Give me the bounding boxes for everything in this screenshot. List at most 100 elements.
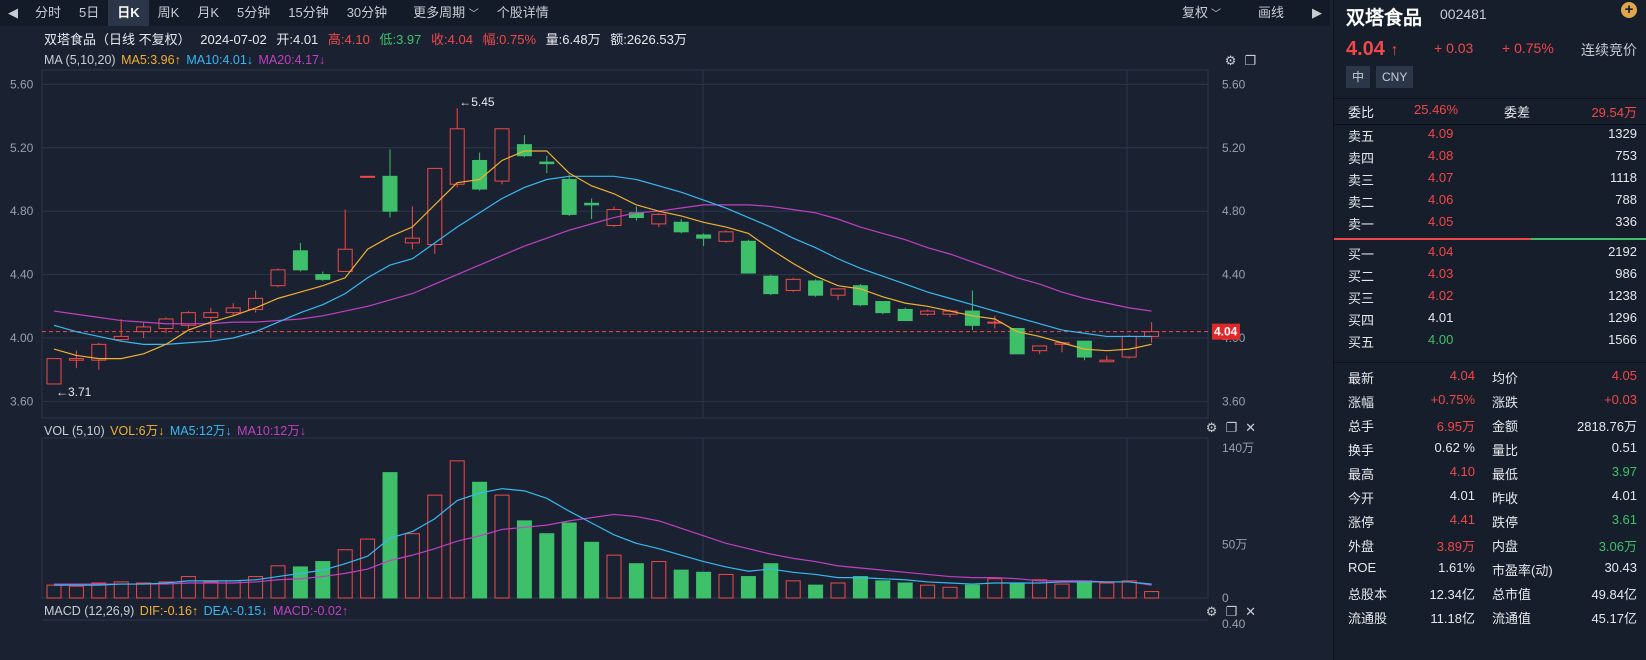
volume-bar: [942, 586, 958, 599]
stats-row: 流通股 11.18亿 流通值 45.17亿: [1334, 608, 1646, 630]
candle-body: [785, 278, 801, 291]
period-tab[interactable]: 5日: [79, 5, 100, 20]
stat-value: 4.01: [1449, 488, 1475, 503]
bid-level: 买二: [1348, 269, 1375, 284]
ask-price: 4.08: [1428, 148, 1454, 163]
settings-sliders-icon[interactable]: ⚙: [1224, 53, 1237, 68]
close-icon[interactable]: ✕: [1245, 604, 1256, 619]
stat-value: 4.41: [1449, 512, 1475, 527]
next-arrow-icon[interactable]: ▶: [1312, 5, 1322, 20]
candle-body: [404, 237, 420, 244]
period-tab[interactable]: 5分钟: [236, 5, 271, 20]
ask-row[interactable]: 卖一 4.05 336: [1334, 214, 1646, 236]
ask-level: 卖二: [1348, 195, 1375, 210]
stat-value: 3.89万: [1436, 539, 1475, 554]
volume-bar: [91, 582, 107, 599]
ask-price: 4.09: [1428, 126, 1454, 141]
add-watchlist-icon[interactable]: +: [1621, 2, 1637, 18]
candle-body: [1054, 342, 1070, 345]
volume-bar: [427, 494, 443, 599]
candle-body: [292, 250, 308, 271]
prev-arrow-icon[interactable]: ◀: [8, 5, 18, 20]
copy-icon[interactable]: ❐: [1225, 604, 1238, 619]
ask-level: 卖三: [1348, 173, 1375, 188]
candle-body: [136, 326, 152, 333]
weicha-value: 29.54万: [1591, 105, 1637, 120]
candle-body: [808, 280, 824, 296]
stat-label: 流通股: [1348, 611, 1388, 626]
candle-body: [360, 175, 376, 178]
price-tick-left: 3.60: [10, 394, 34, 408]
price-tick-right: 5.60: [1222, 77, 1246, 91]
settings-sliders-icon[interactable]: ⚙: [1205, 420, 1218, 435]
candle-body: [539, 161, 555, 165]
bid-row[interactable]: 买三 4.02 1238: [1334, 288, 1646, 310]
candle-body: [91, 343, 107, 361]
period-tab[interactable]: 分时: [35, 5, 62, 20]
restore-right-button[interactable]: 复权 ﹀: [1173, 0, 1249, 26]
weibi-label: 委比: [1348, 105, 1375, 120]
ask-row[interactable]: 卖四 4.08 753: [1334, 148, 1646, 170]
amount-label: 额:2626.53万: [610, 32, 687, 47]
kline-chart-svg[interactable]: 5.60 5.60 5.20 5.20 4.80 4.80 4.40 4.40 4.00 4.00…: [0, 0, 1330, 660]
close-icon[interactable]: ✕: [1245, 420, 1256, 435]
candle-body: [673, 221, 689, 233]
stock-detail-button[interactable]: 个股详情: [496, 5, 549, 20]
period-tab[interactable]: 日K: [108, 0, 149, 26]
bid-row[interactable]: 买一 4.04 2192: [1334, 244, 1646, 266]
chart-area[interactable]: ◀ 分时 5日 日K 周K 月K 5分钟 15分钟 30分钟 更多周期 ﹀ 个股详情 复权 ﹀ …: [0, 0, 1330, 660]
stat-value: 0.62 %: [1434, 440, 1475, 455]
bid-volume: 1566: [1608, 332, 1637, 347]
price-tick-left: 5.60: [10, 77, 34, 91]
period-tab[interactable]: 月K: [197, 5, 219, 20]
volume-bar: [46, 584, 62, 599]
bid-volume: 1296: [1608, 310, 1637, 325]
settings-sliders-icon[interactable]: ⚙: [1205, 604, 1218, 619]
stat-label: 最低: [1492, 467, 1519, 482]
bid-row[interactable]: 买五 4.00 1566: [1334, 332, 1646, 354]
candle-body: [942, 310, 958, 315]
bid-level: 买一: [1348, 247, 1375, 262]
copy-icon[interactable]: ❐: [1225, 420, 1238, 435]
bid-volume: 1238: [1608, 288, 1637, 303]
bid-price: 4.03: [1428, 266, 1454, 281]
candle-body: [248, 297, 264, 310]
stat-value: +0.03: [1604, 392, 1637, 407]
candle-body: [718, 231, 734, 242]
volume-bar: [1144, 591, 1160, 599]
ask-row[interactable]: 卖五 4.09 1329: [1334, 126, 1646, 148]
vol-ma5-legend: MA5:12万↓: [169, 424, 232, 438]
stats-row: 最高 4.10 最低 3.97: [1334, 464, 1646, 486]
bid-level: 买五: [1348, 335, 1375, 350]
candle-body: [987, 321, 1003, 324]
stat-value: 1.61%: [1438, 560, 1475, 575]
stat-label: 流通值: [1492, 611, 1532, 626]
price-tick-left: 4.40: [10, 268, 34, 282]
volume-tick: 0: [1222, 591, 1229, 605]
volume-bar: [315, 561, 331, 599]
volume-bar: [808, 584, 824, 599]
weicha-label: 委差: [1504, 105, 1531, 120]
more-periods-button[interactable]: 更多周期 ﹀: [404, 0, 488, 26]
draw-line-button[interactable]: 画线: [1257, 5, 1284, 20]
ask-row[interactable]: 卖三 4.07 1118: [1334, 170, 1646, 192]
stock-code: 002481: [1440, 6, 1487, 22]
candle-body: [561, 179, 577, 215]
candle-body: [920, 310, 936, 315]
ask-row[interactable]: 卖二 4.06 788: [1334, 192, 1646, 214]
stat-value: 4.10: [1449, 464, 1475, 479]
macd-tools: ⚙ ❐ ✕: [1206, 604, 1256, 620]
bid-row[interactable]: 买二 4.03 986: [1334, 266, 1646, 288]
copy-icon[interactable]: ❐: [1244, 53, 1256, 68]
stat-value: 4.01: [1611, 488, 1637, 503]
candle-body: [382, 175, 398, 212]
period-tab[interactable]: 周K: [157, 5, 180, 20]
volume-bar: [561, 522, 577, 599]
candle-body: [68, 358, 84, 361]
candle-body: [852, 285, 868, 306]
stat-label: 金额: [1492, 419, 1519, 434]
bid-row[interactable]: 买四 4.01 1296: [1334, 310, 1646, 332]
ask-price: 4.07: [1428, 170, 1454, 185]
period-tab[interactable]: 15分钟: [288, 5, 329, 20]
period-tab[interactable]: 30分钟: [346, 5, 388, 20]
